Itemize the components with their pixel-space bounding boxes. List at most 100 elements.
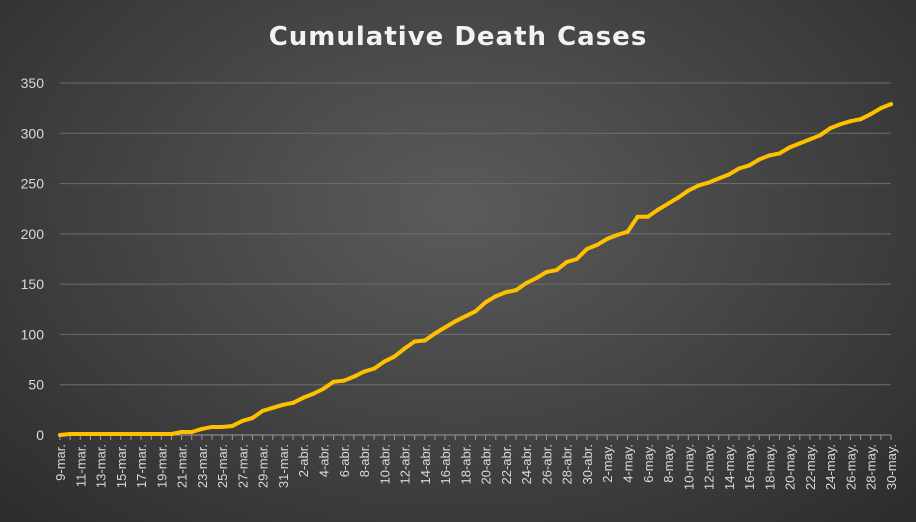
x-tick-label: 24-may.	[823, 444, 838, 490]
x-tick-label: 26-abr.	[539, 444, 554, 484]
x-tick-label: 2-abr.	[296, 444, 311, 477]
x-tick-label: 30-abr.	[580, 444, 595, 484]
x-tick-label: 21-mar.	[175, 444, 190, 488]
data-point	[240, 418, 245, 423]
data-point	[676, 195, 681, 200]
data-point	[514, 288, 519, 293]
x-tick-label: 24-abr.	[519, 444, 534, 484]
x-tick-label: 14-may.	[722, 444, 737, 490]
data-point	[189, 429, 194, 434]
x-tick-label: 6-abr.	[337, 444, 352, 477]
data-point	[544, 270, 549, 275]
data-point	[88, 431, 93, 436]
y-tick-label: 200	[21, 226, 45, 242]
x-tick-label: 30-may.	[884, 444, 899, 490]
data-point	[422, 338, 427, 343]
data-point	[726, 172, 731, 177]
data-point	[534, 276, 539, 281]
data-point	[392, 354, 397, 359]
data-point	[301, 395, 306, 400]
data-point	[311, 391, 316, 396]
x-tick-label: 18-may.	[762, 444, 777, 490]
x-tick-label: 12-may.	[702, 444, 717, 490]
x-tick-label: 23-mar.	[195, 444, 210, 488]
data-point	[78, 431, 83, 436]
data-point	[625, 229, 630, 234]
data-point	[696, 183, 701, 188]
x-tick-label: 20-abr.	[479, 444, 494, 484]
data-point	[260, 408, 265, 413]
data-point	[666, 201, 671, 206]
x-tick-label: 31-mar.	[276, 444, 291, 488]
data-point	[210, 424, 215, 429]
data-point	[220, 424, 225, 429]
data-point	[291, 400, 296, 405]
data-point	[412, 339, 417, 344]
x-tick-label: 10-abr.	[377, 444, 392, 484]
data-point	[858, 117, 863, 122]
data-point	[270, 405, 275, 410]
x-tick-label: 15-mar.	[114, 444, 129, 488]
data-point	[777, 151, 782, 156]
data-point	[655, 207, 660, 212]
x-tick-label: 10-may.	[681, 444, 696, 490]
data-point	[787, 145, 792, 150]
data-point	[716, 176, 721, 181]
x-tick-label: 19-mar.	[154, 444, 169, 488]
x-tick-label: 14-abr.	[418, 444, 433, 484]
data-point	[108, 431, 113, 436]
data-point	[139, 431, 144, 436]
data-point	[250, 415, 255, 420]
x-tick-label: 22-abr.	[499, 444, 514, 484]
data-point	[493, 294, 498, 299]
gridlines	[60, 82, 891, 436]
data-point	[230, 423, 235, 428]
x-tick-label: 18-abr.	[458, 444, 473, 484]
data-point	[564, 260, 569, 265]
data-point	[159, 431, 164, 436]
data-point	[878, 106, 883, 111]
data-point	[331, 379, 336, 384]
data-point	[635, 214, 640, 219]
data-point	[280, 402, 285, 407]
data-point	[524, 281, 529, 286]
data-point	[149, 431, 154, 436]
data-point	[473, 309, 478, 314]
x-tick-label: 25-mar.	[215, 444, 230, 488]
data-point	[321, 386, 326, 391]
x-tick-label: 13-mar.	[94, 444, 109, 488]
data-point	[483, 300, 488, 305]
data-point	[432, 331, 437, 336]
data-point	[554, 268, 559, 273]
data-point	[574, 257, 579, 261]
x-tick-label: 16-abr.	[438, 444, 453, 484]
data-point	[889, 102, 893, 107]
y-tick-label: 150	[21, 276, 45, 292]
data-point	[706, 180, 711, 185]
data-point	[372, 366, 377, 371]
data-point	[382, 359, 387, 364]
data-point	[463, 314, 468, 319]
data-point	[169, 431, 174, 436]
y-tick-label: 350	[21, 75, 45, 91]
data-point	[199, 426, 204, 431]
x-tick-label: 2-may.	[600, 444, 615, 483]
x-tick-label: 12-abr.	[398, 444, 413, 484]
y-tick-label: 300	[21, 125, 45, 141]
data-point	[351, 374, 356, 379]
x-tick-label: 4-may.	[621, 444, 636, 483]
data-point	[645, 214, 650, 219]
x-tick-label: 29-mar.	[256, 444, 271, 488]
data-point	[453, 319, 458, 324]
series-layer	[58, 102, 893, 437]
data-point	[605, 236, 610, 241]
data-point	[118, 431, 123, 436]
data-point	[757, 157, 762, 162]
x-tick-label: 9-mar.	[53, 444, 68, 481]
data-point	[341, 378, 346, 383]
series-line-0	[58, 102, 893, 437]
x-tick-label: 22-may.	[803, 444, 818, 490]
x-tick-label: 6-may.	[641, 444, 656, 483]
data-point	[443, 325, 448, 330]
